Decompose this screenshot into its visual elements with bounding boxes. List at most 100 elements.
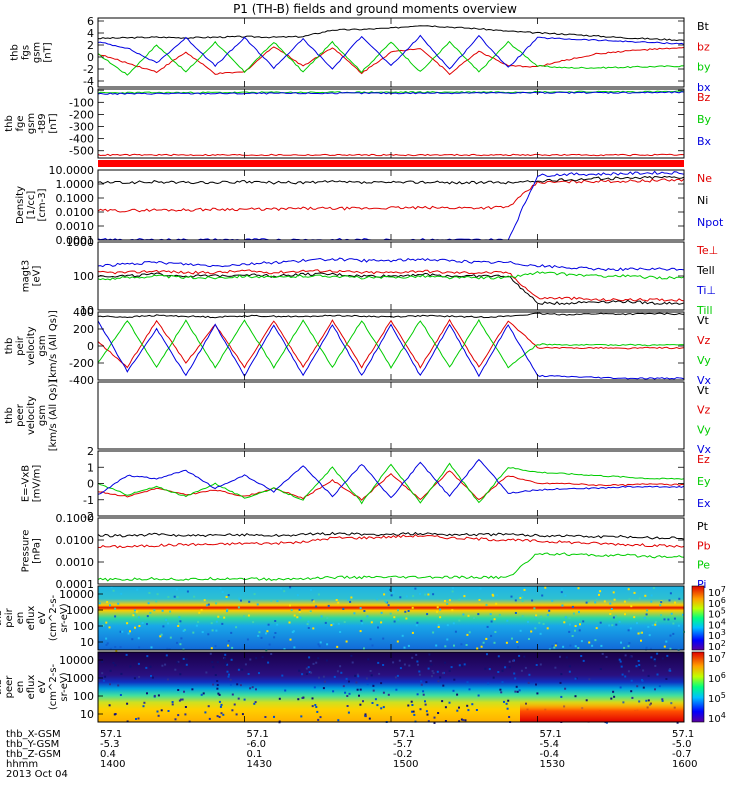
spectrogram-pixel [624, 675, 627, 678]
spectrogram-pixel [112, 589, 115, 592]
spectrogram-pixel [618, 658, 621, 661]
spectrogram-pixel [598, 593, 600, 596]
spectrogram-pixel [362, 647, 365, 650]
spectrogram-pixel [225, 596, 228, 598]
spectrogram-pixel [267, 623, 270, 626]
spectrogram-pixel [644, 594, 647, 597]
spectrogram-pixel [629, 655, 632, 658]
spectrogram-pixel [240, 599, 242, 602]
spectrogram-pixel [224, 653, 227, 656]
spectrogram-pixel [317, 643, 320, 646]
spectrogram-pixel [380, 621, 383, 624]
spectrogram-pixel [397, 618, 400, 621]
spectrogram-pixel [613, 695, 616, 698]
spectrogram-pixel [120, 672, 123, 675]
spectrogram-pixel [389, 612, 392, 615]
spectrogram-pixel [361, 622, 364, 625]
spectrogram-pixel [378, 672, 381, 675]
spectrogram-pixel [177, 689, 180, 691]
spectrogram-pixel [497, 671, 500, 673]
spectrogram-pixel [624, 613, 626, 616]
spectrogram-pixel [458, 598, 461, 601]
y-tick-label: 0 [87, 478, 94, 491]
spectrogram-pixel [542, 622, 545, 625]
spectrogram-pixel [106, 601, 109, 604]
spectrogram-pixel [489, 613, 492, 616]
spectrogram-pixel [149, 611, 152, 614]
spectrogram-pixel [620, 641, 622, 644]
spectrogram-pixel [652, 587, 655, 589]
spectrogram-pixel [339, 665, 342, 668]
spectrogram-pixel [102, 679, 105, 682]
y-axis-label: Pressure[nPa] [21, 530, 43, 573]
panel-6: thbpeervelocitygsm[km/s (All Qs)] [4, 380, 685, 451]
spectrogram-pixel [501, 681, 504, 684]
spectrogram-pixel [506, 619, 509, 622]
spectrogram-pixel [404, 610, 407, 613]
spectrogram-pixel [114, 615, 117, 618]
spectrogram-pixel [203, 599, 206, 602]
spectrogram-pixel [466, 633, 469, 636]
spectrogram-pixel [660, 601, 663, 604]
chart-title: P1 (TH-B) fields and ground moments over… [233, 2, 517, 16]
spectrogram-pixel [320, 615, 323, 618]
spectrogram-pixel [508, 666, 511, 669]
spectrogram-pixel [265, 632, 267, 635]
spectrogram-pixel [437, 626, 440, 628]
spectrogram-pixel [156, 593, 159, 596]
spectrogram-pixel [612, 616, 615, 619]
spectrogram-pixel [414, 587, 417, 590]
spectrogram-pixel [176, 661, 179, 664]
spectrogram-pixel [178, 616, 181, 619]
ephemeris-value: 1430 [247, 759, 272, 770]
spectrogram-pixel [574, 677, 577, 680]
spectrogram-pixel [462, 613, 465, 616]
spectrogram-pixel [501, 669, 504, 672]
spectrogram-pixel [464, 719, 467, 722]
spectrogram-pixel [594, 639, 597, 642]
spectrogram-pixel [366, 683, 369, 686]
spectrogram-pixel [253, 593, 256, 596]
spectrogram-pixel [248, 600, 251, 603]
spectrogram-pixel [314, 704, 317, 706]
spectrogram-pixel [105, 637, 108, 640]
ephemeris-value: -5.4 [540, 739, 560, 750]
colorbar-tick-label: 106 [708, 596, 726, 610]
spectrogram-pixel [610, 608, 613, 610]
spectrogram-pixel [663, 645, 666, 648]
spectrogram-pixel [211, 661, 214, 664]
spectrogram-pixel [659, 604, 662, 607]
spectrogram-pixel [364, 713, 367, 716]
legend-label: Ey [697, 475, 711, 488]
spectrogram-pixel [411, 631, 414, 634]
spectrogram-pixel [477, 694, 480, 697]
spectrogram-pixel [435, 644, 438, 647]
panel-8: Pressure[nPa] [21, 517, 685, 585]
spectrogram-pixel [207, 705, 210, 708]
spectrogram-pixel [208, 717, 211, 720]
spectrogram-pixel [650, 647, 652, 650]
spectrogram-pixel [392, 661, 395, 664]
spectrogram-pixel [394, 676, 397, 679]
y-tick-label: -300 [69, 121, 94, 134]
spectrogram-pixel [185, 663, 188, 666]
spectrogram-pixel [401, 634, 404, 637]
ephemeris-value: -6.0 [247, 739, 267, 750]
spectrogram-pixel [477, 613, 480, 616]
series-line-green [97, 318, 685, 369]
spectrogram-pixel [426, 613, 429, 616]
spectrogram-pixel [319, 641, 322, 644]
spectrogram-pixel [486, 653, 488, 656]
spectrogram-pixel [432, 631, 435, 634]
spectrogram-pixel [475, 709, 478, 711]
spectrogram-pixel [508, 716, 511, 718]
y-tick-label: 2 [87, 39, 94, 52]
spectrogram-pixel [463, 595, 466, 598]
spectrogram-pixel [577, 587, 580, 590]
spectrogram-pixel [599, 590, 602, 593]
spectrogram-pixel [485, 603, 488, 606]
spectrogram-pixel [444, 720, 447, 722]
spectrogram-pixel [350, 654, 353, 657]
colorbar-tick-label: 106 [708, 671, 726, 685]
spectrogram-pixel [345, 677, 348, 680]
